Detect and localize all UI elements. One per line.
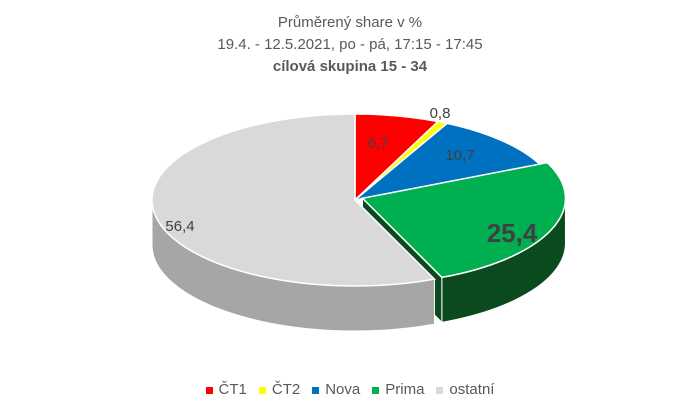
pie-slice-Nova xyxy=(354,122,542,201)
legend-item-Nova: Nova xyxy=(312,381,360,398)
legend-swatch xyxy=(205,386,213,394)
legend-item-ČT2: ČT2 xyxy=(258,381,301,398)
legend-item-ČT1: ČT1 xyxy=(205,381,247,398)
legend-swatch xyxy=(312,386,320,394)
legend: ČT1 ČT2 Nova Prima ostatní xyxy=(0,381,700,398)
legend-item-Prima: Prima xyxy=(372,381,424,398)
legend-label: ostatní xyxy=(449,381,495,398)
data-label-ČT1: 6,7 xyxy=(368,135,389,152)
legend-label: ČT2 xyxy=(271,381,301,398)
chart-subtitle-target-group: cílová skupina 15 - 34 xyxy=(272,58,428,75)
legend-swatch xyxy=(372,386,380,394)
data-label-ČT2: 0,8 xyxy=(430,105,451,122)
chart-subtitle: 19.4. - 12.5.2021, po - pá, 17:15 - 17:4… xyxy=(217,36,483,53)
data-label-ostatní: 56,4 xyxy=(165,218,194,235)
legend-label: Nova xyxy=(325,381,361,398)
legend-label: Prima xyxy=(385,381,425,398)
data-label-Prima: 25,4 xyxy=(487,218,538,248)
chart-title: Průměrený share v % xyxy=(277,14,423,31)
legend-swatch xyxy=(436,386,444,394)
legend-swatch xyxy=(258,386,266,394)
legend-label: ČT1 xyxy=(218,381,247,398)
pie-slice-Prima xyxy=(360,161,567,279)
pie-slice-ostatní xyxy=(151,113,436,287)
data-label-Nova: 10,7 xyxy=(445,147,474,164)
legend-item-ostatní: ostatní xyxy=(436,381,494,398)
